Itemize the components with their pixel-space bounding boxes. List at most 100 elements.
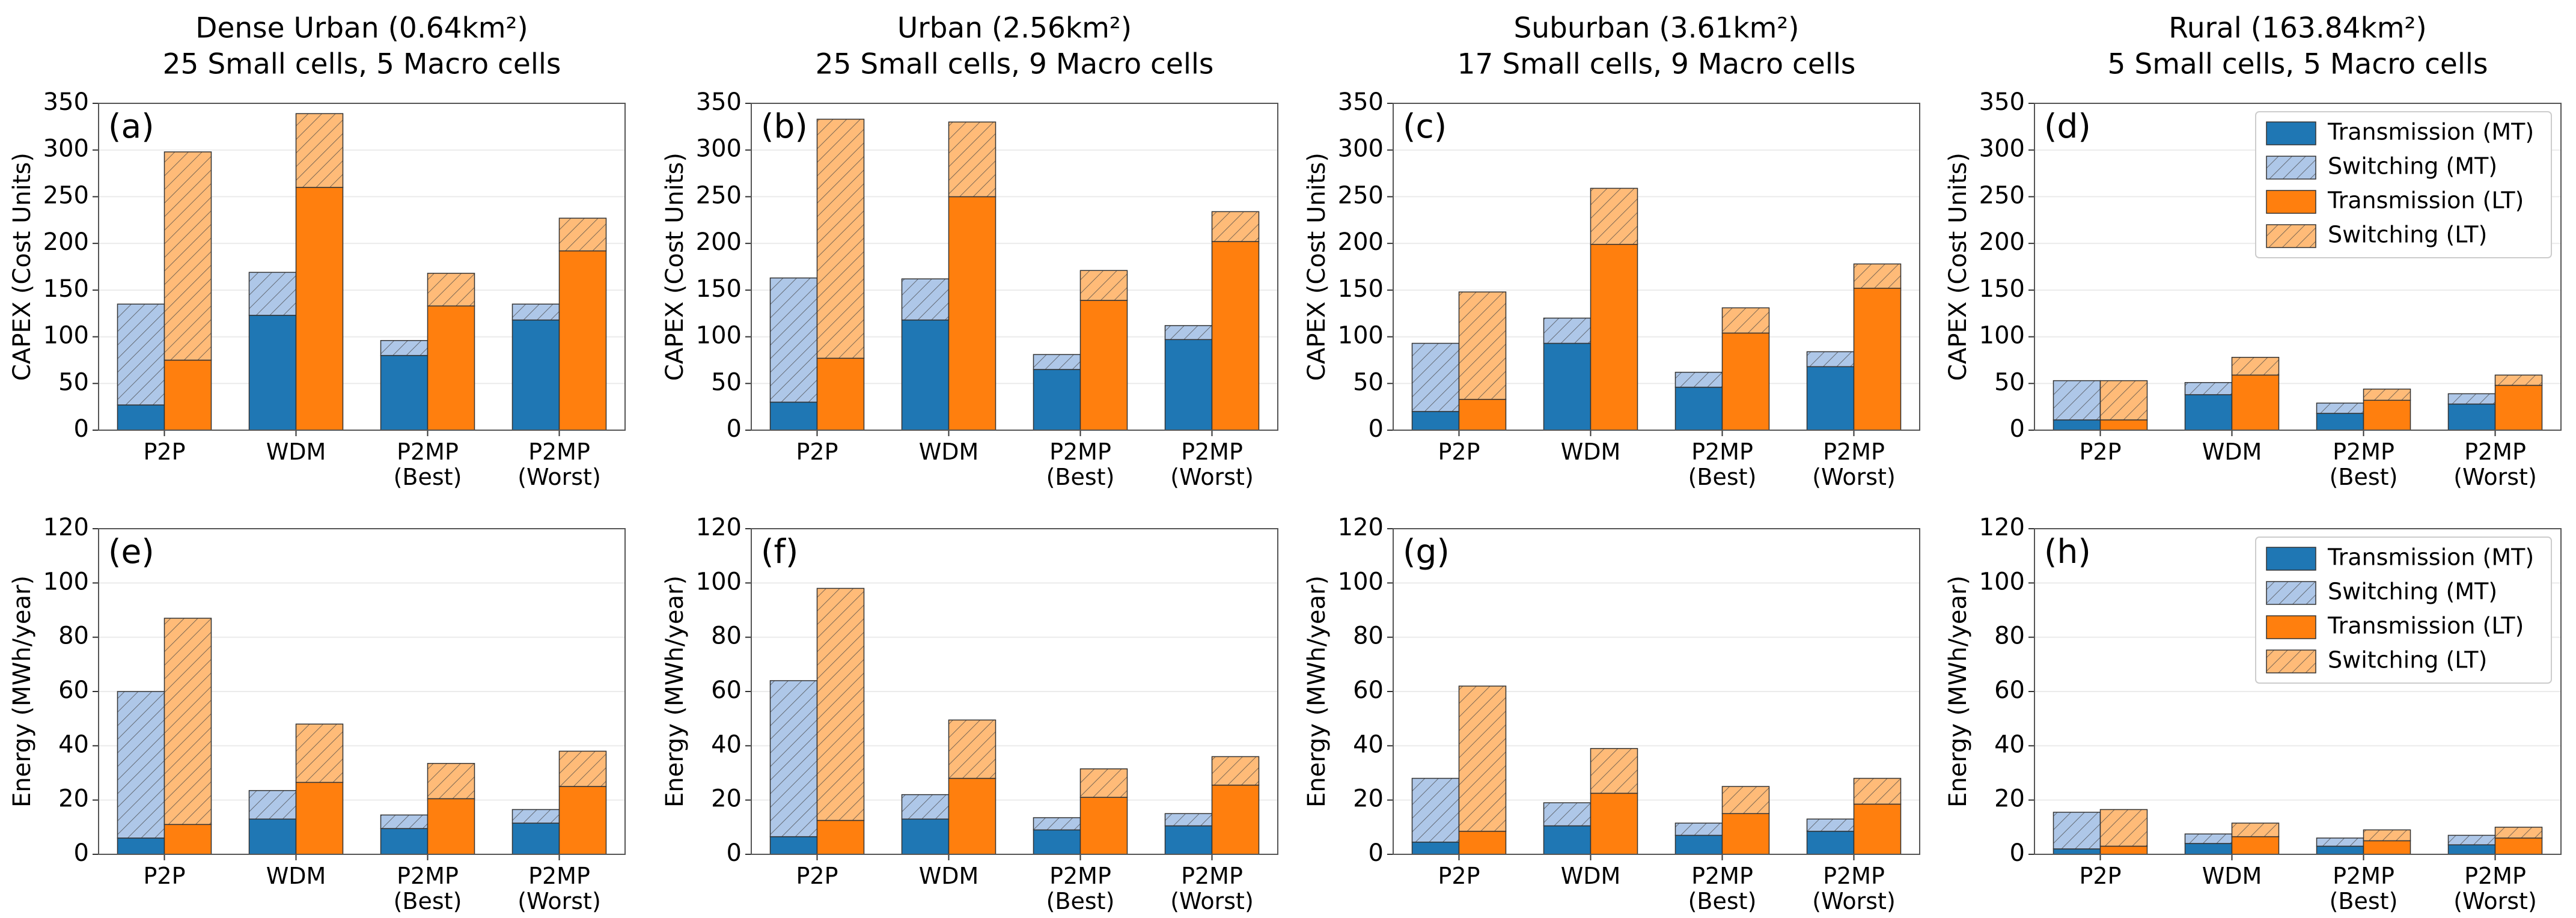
bar — [2494, 374, 2543, 386]
x-tick-label: P2P — [1438, 863, 1480, 889]
legend-swatch — [2266, 615, 2316, 639]
bar — [816, 588, 865, 821]
x-tick-label: WDM — [266, 439, 326, 465]
x-tick-label: WDM — [2202, 863, 2262, 889]
bar — [2184, 381, 2233, 395]
y-tick-label: 350 — [1338, 88, 1384, 116]
bar — [1853, 263, 1902, 289]
bar — [558, 750, 607, 787]
y-tick-label: 60 — [1994, 676, 2025, 704]
x-tick-label: P2MP (Best) — [393, 439, 462, 490]
legend-label: Transmission (MT) — [2327, 544, 2534, 571]
x-tick-label: P2P — [143, 439, 186, 465]
panel-label: (e) — [108, 532, 154, 571]
legend-label: Switching (LT) — [2328, 222, 2487, 248]
bar — [1590, 748, 1638, 794]
y-tick-label: 350 — [1979, 88, 2025, 116]
y-tick-label: 0 — [1369, 839, 1384, 867]
bar — [511, 822, 560, 855]
x-tick-label: P2MP (Best) — [1046, 863, 1115, 914]
plot-frame — [1393, 103, 1920, 431]
bar — [2099, 419, 2148, 431]
bar — [2053, 380, 2101, 421]
bar — [2231, 357, 2280, 376]
bar — [1458, 685, 1507, 832]
bar — [2363, 840, 2411, 855]
bar — [1853, 287, 1902, 431]
bar — [248, 315, 297, 431]
bar — [2494, 837, 2543, 855]
bar — [948, 196, 997, 431]
y-axis-label: Energy (MWh/year) — [1944, 576, 1972, 807]
bar — [427, 305, 475, 431]
x-tick-label: WDM — [1560, 439, 1621, 465]
bar — [117, 691, 165, 839]
bar — [1806, 818, 1855, 832]
x-tick-label: P2MP (Best) — [2329, 863, 2398, 914]
y-tick-label: 200 — [1338, 228, 1384, 256]
y-axis-label: CAPEX (Cost Units) — [1944, 153, 1972, 381]
bar — [948, 121, 997, 198]
bar — [2184, 843, 2233, 855]
plot-frame — [1393, 528, 1920, 855]
plot-frame — [2034, 103, 2562, 431]
bar — [1079, 797, 1128, 855]
bar — [427, 273, 475, 307]
chart-subtitle: 17 Small cells, 9 Macro cells — [1457, 48, 1856, 81]
bar — [1033, 829, 1081, 855]
y-tick-label: 20 — [711, 785, 742, 813]
y-tick-label: 250 — [1338, 181, 1384, 209]
bar — [163, 824, 212, 855]
bar — [1458, 830, 1507, 855]
y-tick-label: 300 — [1338, 135, 1384, 163]
bar — [1411, 342, 1460, 412]
legend-swatch — [2266, 581, 2316, 605]
bar — [2447, 844, 2496, 855]
bar — [1164, 325, 1213, 340]
y-tick-label: 100 — [696, 322, 742, 350]
y-tick-label: 80 — [58, 622, 89, 650]
y-tick-label: 350 — [696, 88, 742, 116]
bar — [1721, 813, 1770, 855]
legend-box — [2255, 111, 2552, 258]
bar — [1674, 371, 1723, 388]
bar — [1590, 792, 1638, 855]
bar — [2316, 413, 2364, 431]
bar — [1806, 351, 1855, 368]
y-tick-label: 0 — [2010, 415, 2025, 443]
x-tick-label: P2P — [2079, 863, 2122, 889]
y-tick-label: 40 — [711, 731, 742, 758]
bar — [901, 818, 950, 855]
y-tick-label: 0 — [727, 839, 742, 867]
bar — [380, 340, 429, 356]
chart-subtitle: 5 Small cells, 5 Macro cells — [2108, 48, 2488, 81]
panel-label: (d) — [2044, 107, 2091, 145]
x-tick-label: WDM — [1560, 863, 1621, 889]
y-tick-label: 0 — [1369, 415, 1384, 443]
bar — [558, 250, 607, 431]
bar — [1079, 270, 1128, 301]
legend-label: Transmission (MT) — [2327, 119, 2534, 145]
bar — [1079, 300, 1128, 431]
bar — [1458, 398, 1507, 431]
y-tick-label: 100 — [1338, 568, 1384, 595]
bar — [1543, 802, 1592, 827]
bar — [1033, 817, 1081, 831]
plot-frame — [751, 528, 1278, 855]
chart-subtitle: 25 Small cells, 5 Macro cells — [163, 48, 561, 81]
panel-label: (f) — [761, 532, 798, 571]
bar — [2316, 403, 2364, 414]
bar — [1033, 369, 1081, 431]
y-axis-label: Energy (MWh/year) — [661, 576, 689, 807]
bar — [248, 272, 297, 316]
plot-frame — [98, 528, 626, 855]
x-tick-label: P2MP (Worst) — [517, 863, 601, 914]
bar — [1721, 786, 1770, 815]
x-tick-label: P2MP (Best) — [1688, 439, 1757, 490]
x-tick-label: P2MP (Worst) — [2453, 863, 2537, 914]
bar — [2316, 837, 2364, 847]
bar — [1211, 211, 1260, 242]
bar — [769, 836, 818, 855]
